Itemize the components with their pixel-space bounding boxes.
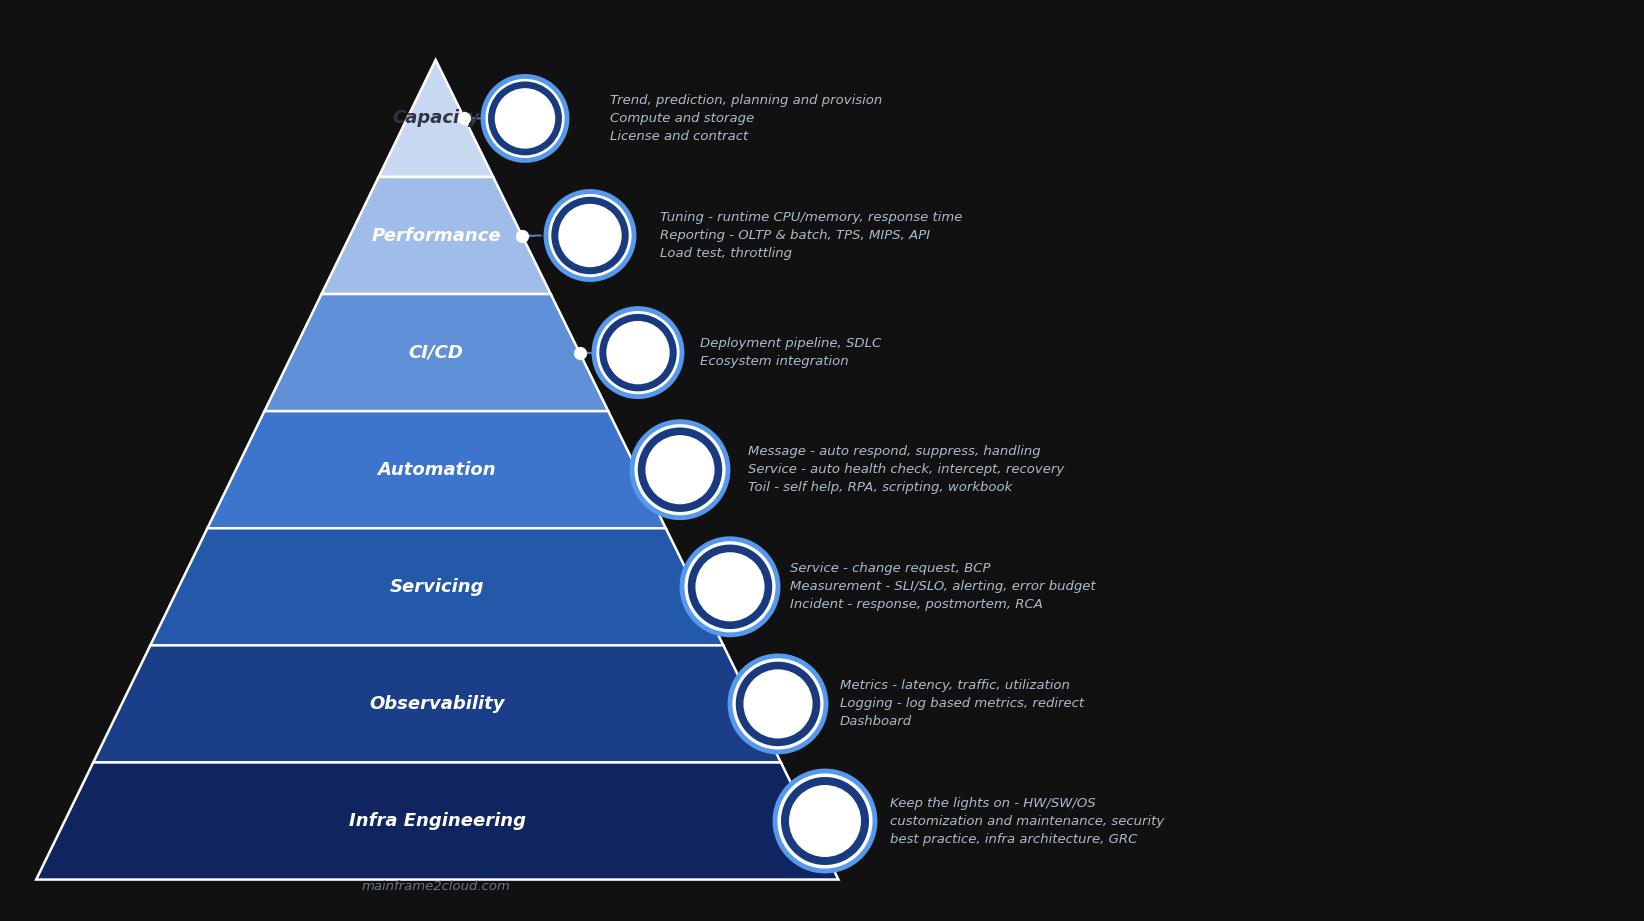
- Circle shape: [687, 544, 773, 629]
- Circle shape: [789, 785, 861, 857]
- Circle shape: [631, 422, 728, 518]
- Polygon shape: [150, 529, 723, 646]
- Circle shape: [483, 76, 567, 160]
- Circle shape: [488, 81, 562, 156]
- Text: Ecosystem integration: Ecosystem integration: [700, 356, 848, 368]
- Text: Deployment pipeline, SDLC: Deployment pipeline, SDLC: [700, 337, 881, 350]
- Text: Message - auto respond, suppress, handling: Message - auto respond, suppress, handli…: [748, 445, 1041, 459]
- Circle shape: [781, 777, 870, 865]
- Circle shape: [695, 553, 764, 622]
- Text: Keep the lights on - HW/SW/OS: Keep the lights on - HW/SW/OS: [889, 797, 1095, 810]
- Text: Compute and storage: Compute and storage: [610, 112, 755, 125]
- Polygon shape: [378, 60, 493, 177]
- Text: CI/CD: CI/CD: [409, 344, 464, 362]
- Circle shape: [495, 88, 556, 148]
- Circle shape: [593, 309, 682, 397]
- Text: Tuning - runtime CPU/memory, response time: Tuning - runtime CPU/memory, response ti…: [659, 211, 962, 224]
- Polygon shape: [207, 411, 666, 529]
- Circle shape: [551, 197, 628, 274]
- Polygon shape: [322, 177, 551, 294]
- Polygon shape: [94, 646, 781, 763]
- Text: Metrics - latency, traffic, utilization: Metrics - latency, traffic, utilization: [840, 680, 1070, 693]
- Circle shape: [559, 204, 621, 267]
- Text: Infra Engineering: Infra Engineering: [349, 812, 526, 830]
- Text: Load test, throttling: Load test, throttling: [659, 247, 792, 260]
- Polygon shape: [36, 763, 838, 880]
- Circle shape: [646, 435, 715, 505]
- Text: Dashboard: Dashboard: [840, 716, 912, 729]
- Text: Measurement - SLI/SLO, alerting, error budget: Measurement - SLI/SLO, alerting, error b…: [791, 580, 1095, 593]
- Text: Logging - log based metrics, redirect: Logging - log based metrics, redirect: [840, 697, 1083, 710]
- Text: Service - auto health check, intercept, recovery: Service - auto health check, intercept, …: [748, 463, 1064, 476]
- Text: Performance: Performance: [372, 227, 501, 244]
- Text: Trend, prediction, planning and provision: Trend, prediction, planning and provisio…: [610, 94, 883, 107]
- Polygon shape: [265, 294, 608, 411]
- Text: License and contract: License and contract: [610, 130, 748, 143]
- Text: Incident - response, postmortem, RCA: Incident - response, postmortem, RCA: [791, 599, 1042, 612]
- Circle shape: [638, 427, 722, 512]
- Text: Servicing: Servicing: [390, 577, 483, 596]
- Text: best practice, infra architecture, GRC: best practice, infra architecture, GRC: [889, 833, 1138, 845]
- Circle shape: [600, 314, 677, 391]
- Text: mainframe2cloud.com: mainframe2cloud.com: [362, 880, 510, 893]
- Text: Service - change request, BCP: Service - change request, BCP: [791, 563, 990, 576]
- Text: Toil - self help, RPA, scripting, workbook: Toil - self help, RPA, scripting, workbo…: [748, 481, 1013, 495]
- Circle shape: [730, 656, 825, 752]
- Circle shape: [743, 670, 812, 739]
- Text: Reporting - OLTP & batch, TPS, MIPS, API: Reporting - OLTP & batch, TPS, MIPS, API: [659, 229, 931, 242]
- Circle shape: [774, 771, 875, 871]
- Circle shape: [737, 661, 820, 746]
- Text: Automation: Automation: [376, 460, 496, 479]
- Text: customization and maintenance, security: customization and maintenance, security: [889, 814, 1164, 827]
- Circle shape: [607, 321, 669, 384]
- Text: Observability: Observability: [370, 695, 505, 713]
- Circle shape: [682, 539, 778, 635]
- Circle shape: [546, 192, 635, 279]
- Text: Capacity: Capacity: [391, 110, 480, 127]
